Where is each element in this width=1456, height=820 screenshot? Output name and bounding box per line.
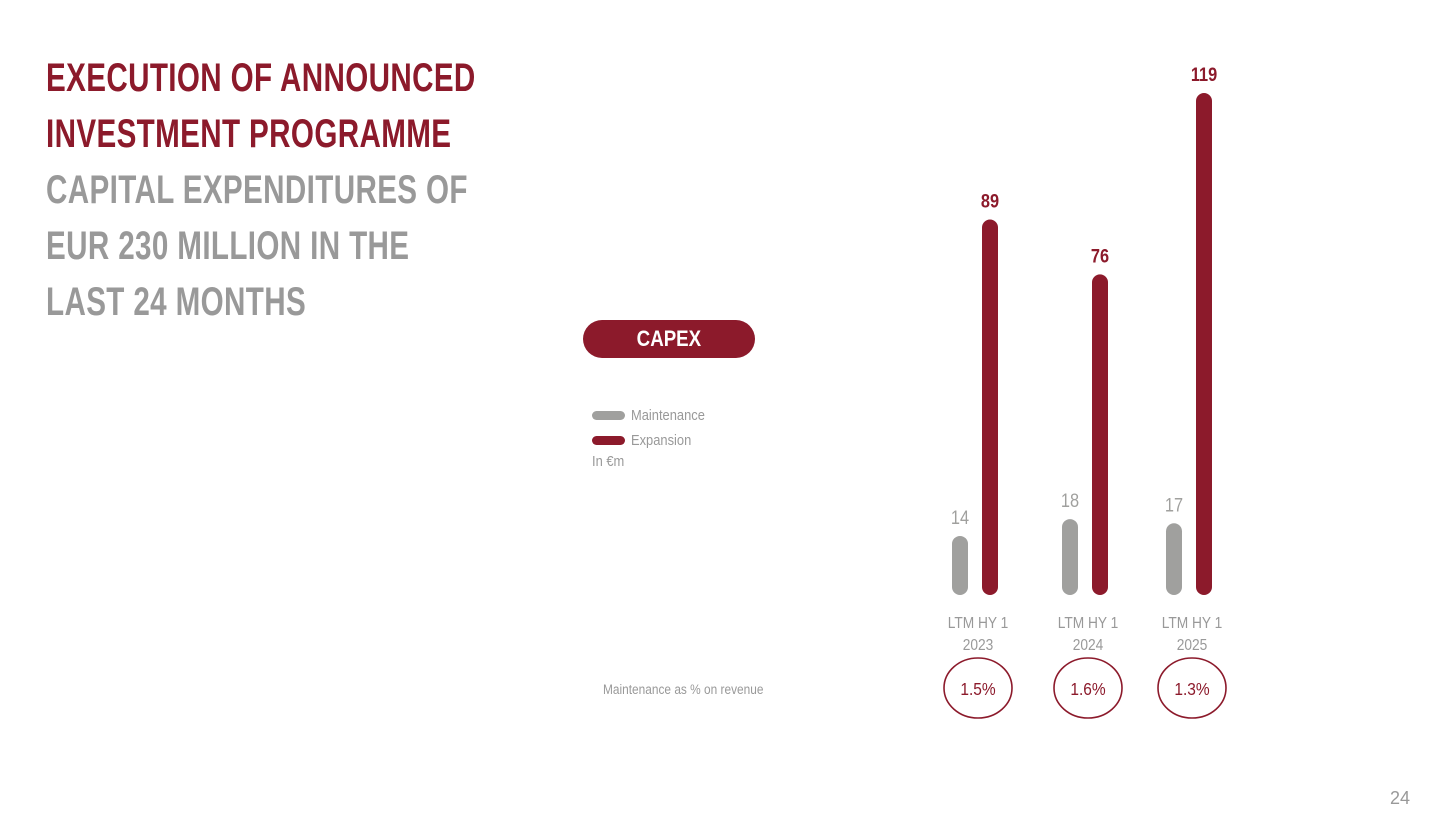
capex-label-pill: CAPEX bbox=[583, 320, 755, 358]
unit-label: In €m bbox=[592, 453, 625, 470]
data-label-expansion-2: 76 bbox=[1091, 245, 1109, 266]
x-tick-label-3-line-2: 2025 bbox=[1177, 636, 1208, 654]
data-label-expansion-3: 119 bbox=[1191, 64, 1217, 85]
data-label-expansion-1: 89 bbox=[981, 190, 999, 211]
x-tick-label-2-line-2: 2024 bbox=[1073, 636, 1104, 654]
data-label-maintenance-1: 14 bbox=[951, 507, 969, 528]
bar-maintenance-2 bbox=[1062, 519, 1078, 595]
legend-label-expansion: Expansion bbox=[631, 432, 692, 449]
subheadline-line-2: EUR 230 MILLION IN THE bbox=[46, 224, 410, 268]
data-label-maintenance-3: 17 bbox=[1165, 494, 1183, 515]
maintenance-pct-value-1: 1.5% bbox=[960, 679, 995, 699]
x-tick-label-2-line-1: LTM HY 1 bbox=[1058, 614, 1119, 632]
legend-swatch-maintenance bbox=[592, 411, 625, 420]
legend-swatch-expansion bbox=[592, 436, 625, 445]
maintenance-pct-value-3: 1.3% bbox=[1174, 679, 1209, 699]
subheadline-line-1: CAPITAL EXPENDITURES OF bbox=[46, 168, 468, 212]
legend-label-maintenance: Maintenance bbox=[631, 407, 705, 424]
bar-expansion-1 bbox=[982, 219, 998, 595]
maintenance-pct-ellipse-3 bbox=[1157, 657, 1227, 719]
x-tick-label-3-line-1: LTM HY 1 bbox=[1162, 614, 1223, 632]
page-number: 24 bbox=[1389, 788, 1410, 808]
x-tick-label-1-line-1: LTM HY 1 bbox=[948, 614, 1009, 632]
capex-label: CAPEX bbox=[636, 326, 702, 351]
headline: EXECUTION OF ANNOUNCED INVESTMENT PROGRA… bbox=[46, 50, 476, 330]
bar-maintenance-1 bbox=[952, 535, 968, 595]
capex-bar-chart: 14 89 LTM HY 1 2023 1.5% 18 76 LTM HY 1 2024 1.6%… bbox=[943, 64, 1227, 719]
maintenance-pct-ellipse-1 bbox=[943, 657, 1013, 719]
data-label-maintenance-2: 18 bbox=[1061, 490, 1079, 511]
bar-expansion-3 bbox=[1196, 93, 1212, 595]
bar-maintenance-3 bbox=[1166, 523, 1182, 595]
legend-item-maintenance: Maintenance bbox=[592, 403, 717, 428]
x-tick-label-1-line-2: 2023 bbox=[963, 636, 994, 654]
legend-item-expansion: Expansion bbox=[592, 428, 717, 453]
chart-legend: Maintenance Expansion bbox=[592, 403, 717, 453]
maintenance-pct-value-2: 1.6% bbox=[1070, 679, 1105, 699]
subheadline-line-3: LAST 24 MONTHS bbox=[46, 280, 307, 324]
maintenance-pct-caption: Maintenance as % on revenue bbox=[603, 682, 764, 697]
maintenance-pct-ellipse-2 bbox=[1053, 657, 1123, 719]
headline-line-1: EXECUTION OF ANNOUNCED bbox=[46, 56, 476, 100]
headline-line-2: INVESTMENT PROGRAMME bbox=[46, 112, 452, 156]
bar-expansion-2 bbox=[1092, 274, 1108, 595]
